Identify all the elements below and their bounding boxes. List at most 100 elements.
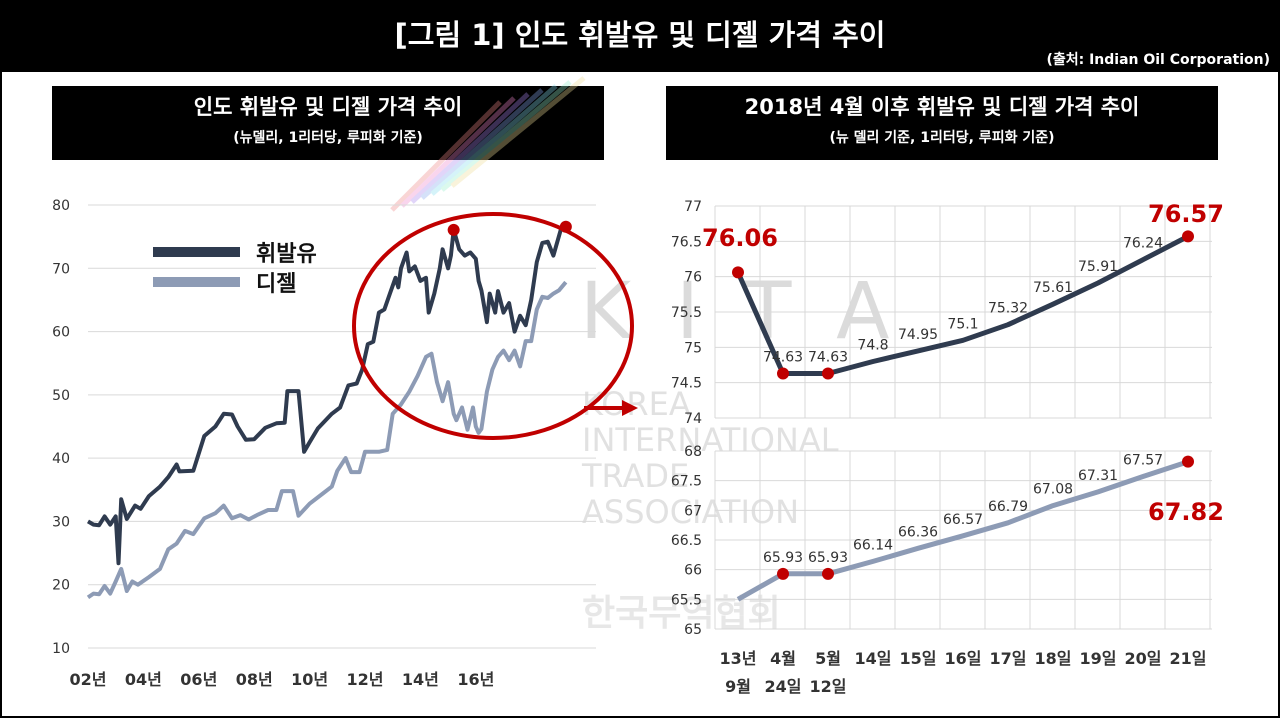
watermark-text: KOREA: [582, 385, 691, 423]
right-data-label: 65.93: [808, 550, 848, 566]
right-chart-header: 2018년 4월 이후 휘발유 및 디젤 가격 추이 (뉴 델리 기준, 1리터…: [666, 86, 1218, 160]
left-y-tick-label: 40: [52, 451, 70, 467]
right-y-tick-label: 75.5: [671, 305, 702, 321]
right-y-tick-label: 75: [684, 340, 702, 356]
right-x-tick-label: 16일: [945, 649, 982, 668]
right-x-tick-label: 24일: [765, 677, 802, 696]
right-data-label: 67.08: [1033, 482, 1073, 498]
right-data-label-highlight: 76.57: [1148, 200, 1224, 228]
left-x-tick-label: 04년: [125, 670, 162, 689]
left-x-tick-label: 08년: [236, 670, 273, 689]
watermark-text: ASSOCIATION: [582, 493, 799, 531]
watermark-stripe: [420, 88, 544, 200]
right-y-tick-label: 68: [684, 444, 702, 460]
arrow-head: [622, 400, 638, 416]
right-data-label-highlight: 76.06: [702, 224, 778, 252]
right-data-label: 75.32: [988, 301, 1028, 317]
left-x-tick-label: 14년: [402, 670, 439, 689]
right-data-label-highlight: 67.82: [1148, 498, 1224, 526]
watermark-stripe: [400, 96, 516, 208]
right-y-tick-label: 67.5: [671, 474, 702, 490]
left-highlight-marker: [559, 220, 572, 233]
right-data-label: 67.31: [1078, 468, 1118, 484]
right-x-tick-label: 15일: [900, 649, 937, 668]
left-y-tick-label: 50: [52, 388, 70, 404]
watermark-text: INTERNATIONAL: [582, 421, 839, 459]
right-data-label: 76.24: [1123, 236, 1163, 252]
right-data-label: 75.1: [947, 316, 978, 332]
right-highlight-marker: [822, 567, 834, 580]
right-y-tick-label: 66.5: [671, 533, 702, 549]
right-x-tick-label: 21일: [1170, 649, 1207, 668]
watermark-text: TRADE: [581, 457, 689, 495]
right-y-tick-label: 65: [684, 622, 702, 638]
right-y-tick-label: 67: [684, 503, 702, 519]
right-chart-subtitle: (뉴 델리 기준, 1리터당, 루피화 기준): [829, 130, 1055, 146]
right-x-tick-label: 12일: [810, 677, 847, 696]
left-y-tick-label: 30: [52, 514, 70, 530]
right-data-label: 66.36: [898, 524, 938, 540]
right-data-label: 74.63: [808, 349, 848, 365]
right-x-tick-label: 4월: [770, 649, 796, 668]
right-x-tick-label: 13년: [720, 649, 757, 668]
left-y-tick-label: 80: [52, 198, 70, 214]
right-highlight-marker: [777, 367, 789, 380]
left-series-line-diesel: [86, 280, 568, 600]
figure-frame: [0, 72, 1280, 718]
right-x-tick-label: 9월: [725, 677, 751, 696]
left-x-tick-label: 12년: [347, 670, 384, 689]
right-highlight-marker: [1182, 455, 1194, 468]
watermark-stripe: [410, 92, 530, 204]
left-chart-subtitle: (뉴델리, 1리터당, 루피화 기준): [233, 130, 423, 146]
right-data-label: 67.57: [1123, 453, 1163, 469]
watermark-stripe: [450, 76, 586, 188]
right-x-tick-label: 20일: [1125, 649, 1162, 668]
figure-title: [그림 1] 인도 휘발유 및 디젤 가격 추이: [394, 18, 886, 52]
right-highlight-marker: [822, 367, 834, 380]
right-data-label: 66.79: [988, 499, 1028, 515]
right-chart-title: 2018년 4월 이후 휘발유 및 디젤 가격 추이: [744, 95, 1140, 119]
right-data-label: 74.8: [857, 337, 888, 353]
right-data-label: 74.95: [898, 327, 938, 343]
left-chart-title: 인도 휘발유 및 디젤 가격 추이: [193, 95, 463, 119]
right-y-tick-label: 65.5: [671, 592, 702, 608]
right-y-tick-label: 66: [684, 563, 702, 579]
right-series-line-diesel: [736, 459, 1189, 602]
left-series-line-petrol: [86, 222, 567, 566]
watermark-stripe: [390, 100, 502, 212]
right-highlight-marker: [732, 266, 744, 279]
right-highlight-marker: [777, 567, 789, 580]
right-y-tick-label: 74.5: [671, 376, 702, 392]
right-y-tick-label: 76: [684, 270, 702, 286]
legend-label-diesel: 디젤: [256, 272, 296, 297]
left-chart-header: 인도 휘발유 및 디젤 가격 추이 (뉴델리, 1리터당, 루피화 기준): [52, 86, 604, 160]
right-x-tick-label: 14일: [855, 649, 892, 668]
right-y-tick-label: 76.5: [671, 234, 702, 250]
right-y-tick-label: 77: [684, 199, 702, 215]
right-x-tick-label: 18일: [1035, 649, 1072, 668]
left-x-tick-label: 16년: [457, 670, 494, 689]
left-x-tick-label: 06년: [180, 670, 217, 689]
right-x-tick-label: 17일: [990, 649, 1027, 668]
left-y-tick-label: 60: [52, 325, 70, 341]
right-data-label: 74.63: [763, 349, 803, 365]
right-data-label: 66.57: [943, 512, 983, 528]
left-x-tick-label: 02년: [70, 670, 107, 689]
right-y-tick-label: 74: [684, 411, 702, 427]
left-highlight-marker: [447, 223, 460, 236]
right-data-label: 65.93: [763, 550, 803, 566]
title-bar: [그림 1] 인도 휘발유 및 디젤 가격 추이 (출처: Indian Oil…: [0, 0, 1280, 72]
legend-label-petrol: 휘발유: [256, 242, 317, 267]
left-x-tick-label: 10년: [291, 670, 328, 689]
left-y-tick-label: 10: [52, 641, 70, 657]
right-data-label: 75.91: [1078, 259, 1118, 275]
source-note: (출처: Indian Oil Corporation): [1046, 52, 1270, 68]
watermark-stripe: [440, 80, 572, 192]
left-y-tick-label: 70: [52, 261, 70, 277]
right-series-line-petrol: [735, 234, 1190, 376]
right-data-label: 75.61: [1033, 280, 1073, 296]
right-x-tick-label: 19일: [1080, 649, 1117, 668]
right-data-label: 66.14: [853, 537, 893, 553]
left-y-tick-label: 20: [52, 578, 70, 594]
